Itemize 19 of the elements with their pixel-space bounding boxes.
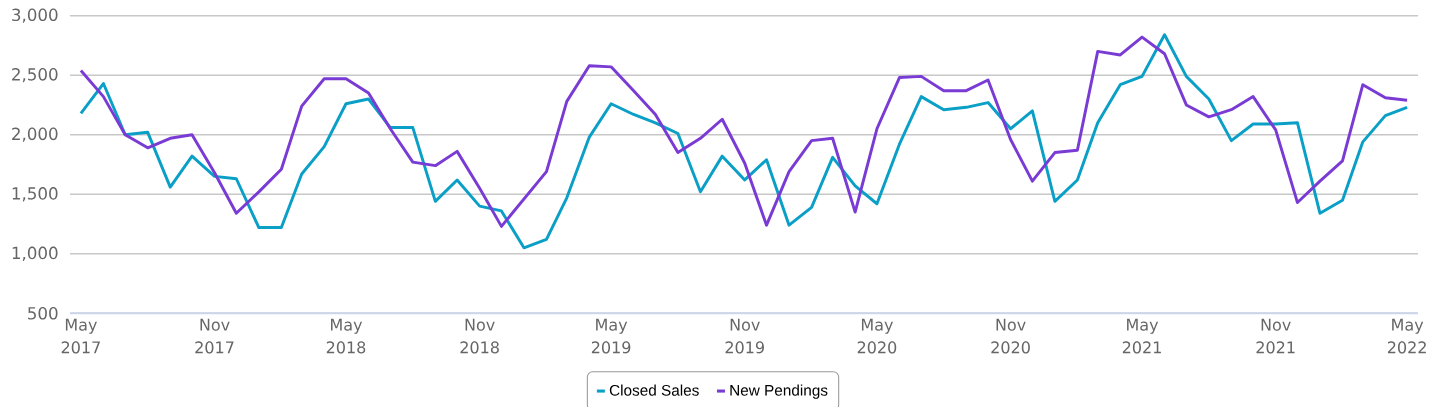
y-tick-label: 2,000 — [12, 127, 58, 142]
y-tick-label: 500 — [28, 306, 58, 320]
x-tick-label: May 2021 — [1122, 318, 1161, 354]
x-tick-label: May 2017 — [61, 318, 100, 354]
y-tick-label: 3,000 — [12, 8, 58, 23]
y-tick-label: 1,500 — [12, 187, 58, 202]
x-tick-label: May 2020 — [857, 318, 897, 354]
x-tick-label: May 2018 — [326, 318, 366, 354]
legend-label: Closed Sales — [609, 384, 699, 396]
x-tick-label: Nov 2021 — [1256, 318, 1295, 354]
x-tick-label: May 2022 — [1387, 318, 1426, 354]
x-tick-label: Nov 2018 — [460, 318, 499, 354]
x-tick-label: Nov 2017 — [195, 318, 234, 354]
legend-label: New Pendings — [730, 384, 828, 399]
y-tick-label: 2,500 — [12, 68, 58, 83]
x-tick-label: May 2019 — [591, 318, 631, 354]
x-tick-label: Nov 2019 — [725, 318, 764, 354]
y-tick-label: 1,000 — [12, 246, 58, 261]
x-tick-label: Nov 2020 — [991, 318, 1030, 354]
